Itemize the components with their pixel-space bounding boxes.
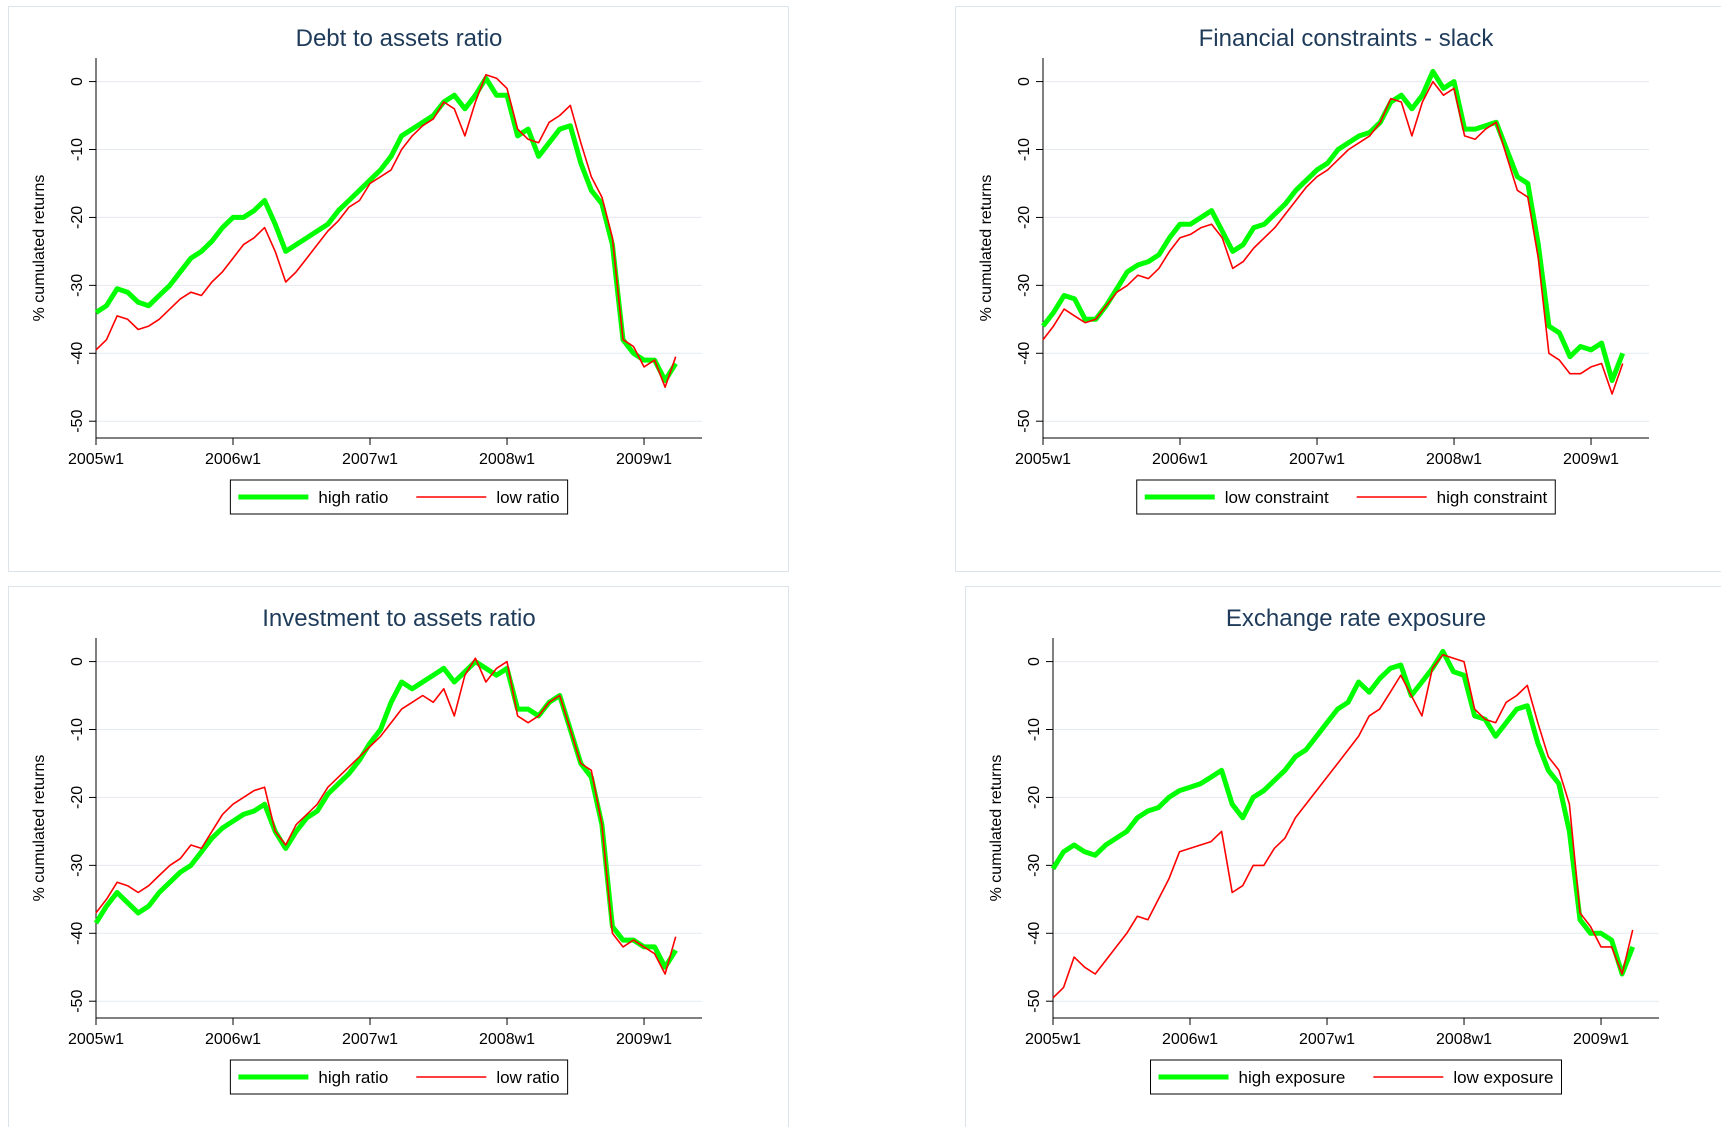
y-tick-label: -50 <box>69 990 86 1013</box>
y-tick-label: -40 <box>69 342 86 365</box>
legend-label: high ratio <box>318 1068 388 1087</box>
y-tick-label: -40 <box>1016 342 1033 365</box>
x-tick-label: 2007w1 <box>1299 1031 1355 1048</box>
x-tick-label: 2009w1 <box>1563 451 1619 468</box>
y-tick-label: -10 <box>1016 138 1033 161</box>
x-tick-label: 2007w1 <box>1289 451 1345 468</box>
chart-title: Financial constraints - slack <box>1199 25 1495 52</box>
y-tick-label: -50 <box>1026 990 1043 1013</box>
x-tick-label: 2007w1 <box>342 1031 398 1048</box>
legend-label: low constraint <box>1225 488 1329 507</box>
x-tick-label: 2005w1 <box>1025 1031 1081 1048</box>
y-tick-label: -20 <box>1016 206 1033 229</box>
y-tick-label: -20 <box>69 206 86 229</box>
x-tick-label: 2006w1 <box>205 1031 261 1048</box>
y-tick-label: -50 <box>69 410 86 433</box>
y-tick-label: -10 <box>69 138 86 161</box>
legend-label: low ratio <box>496 1068 559 1087</box>
y-tick-label: -40 <box>1026 922 1043 945</box>
y-axis-label: % cumulated returns <box>988 755 1005 902</box>
x-tick-label: 2009w1 <box>616 1031 672 1048</box>
y-axis-label: % cumulated returns <box>31 175 48 322</box>
legend: low constraint high constraint <box>1137 480 1556 514</box>
y-tick-label: 0 <box>69 77 86 86</box>
y-tick-label: -30 <box>69 854 86 877</box>
legend-label: high ratio <box>318 488 388 507</box>
y-axis-label: % cumulated returns <box>31 755 48 902</box>
y-tick-label: -30 <box>1026 854 1043 877</box>
chart-title: Investment to assets ratio <box>262 605 535 632</box>
y-tick-label: -10 <box>69 718 86 741</box>
y-tick-label: 0 <box>1016 77 1033 86</box>
y-tick-label: -30 <box>69 274 86 297</box>
legend-label: low exposure <box>1453 1068 1553 1087</box>
legend-label: high exposure <box>1239 1068 1346 1087</box>
y-tick-label: -20 <box>69 786 86 809</box>
legend: high ratio low ratio <box>230 1060 567 1094</box>
y-tick-label: -50 <box>1016 410 1033 433</box>
x-tick-label: 2008w1 <box>1436 1031 1492 1048</box>
x-tick-label: 2005w1 <box>1015 451 1071 468</box>
x-tick-label: 2008w1 <box>479 451 535 468</box>
x-tick-label: 2006w1 <box>1162 1031 1218 1048</box>
panel: Exchange rate exposure % cumulated return… <box>966 587 1721 1128</box>
x-tick-label: 2008w1 <box>1426 451 1482 468</box>
y-tick-label: -40 <box>69 922 86 945</box>
y-tick-label: -10 <box>1026 718 1043 741</box>
legend: high ratio low ratio <box>230 480 567 514</box>
x-tick-label: 2006w1 <box>205 451 261 468</box>
legend-label: low ratio <box>496 488 559 507</box>
y-tick-label: -30 <box>1016 274 1033 297</box>
x-tick-label: 2006w1 <box>1152 451 1208 468</box>
x-tick-label: 2009w1 <box>1573 1031 1629 1048</box>
legend: high exposure low exposure <box>1151 1060 1562 1094</box>
y-tick-label: -20 <box>1026 786 1043 809</box>
chart-title: Exchange rate exposure <box>1226 605 1486 632</box>
x-tick-label: 2009w1 <box>616 451 672 468</box>
x-tick-label: 2005w1 <box>68 451 124 468</box>
panel: Debt to assets ratio % cumulated returns 0… <box>9 7 789 572</box>
y-axis-label: % cumulated returns <box>978 175 995 322</box>
x-tick-label: 2005w1 <box>68 1031 124 1048</box>
panel: Investment to assets ratio % cumulated re… <box>9 587 789 1128</box>
y-tick-label: 0 <box>1026 657 1043 666</box>
x-tick-label: 2007w1 <box>342 451 398 468</box>
x-tick-label: 2008w1 <box>479 1031 535 1048</box>
panel: Financial constraints - slack % cumulated… <box>956 7 1721 572</box>
legend-label: high constraint <box>1437 488 1548 507</box>
chart-title: Debt to assets ratio <box>296 25 503 52</box>
y-tick-label: 0 <box>69 657 86 666</box>
